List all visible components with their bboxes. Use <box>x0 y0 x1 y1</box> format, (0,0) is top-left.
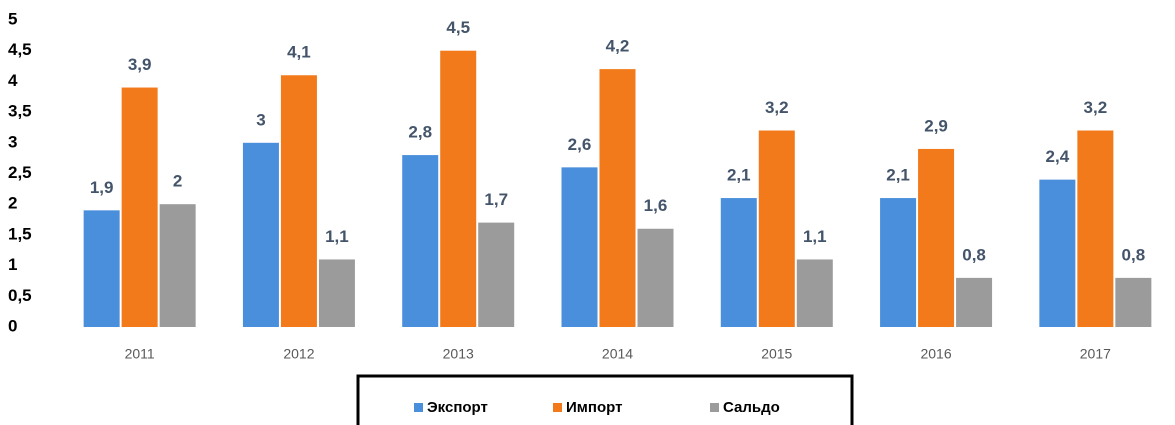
legend-swatch <box>553 403 562 412</box>
legend-box <box>356 374 854 425</box>
value-label: 1,9 <box>90 178 114 197</box>
legend-label: Экспорт <box>427 399 488 416</box>
bar <box>1115 277 1152 327</box>
bar <box>1077 130 1114 327</box>
bar <box>758 130 795 327</box>
value-label: 3 <box>256 110 265 129</box>
bar <box>880 198 917 327</box>
bar <box>242 142 279 327</box>
value-label: 2,4 <box>1046 147 1070 166</box>
legend-label: Сальдо <box>723 399 780 416</box>
value-label: 4,1 <box>287 43 311 62</box>
value-label: 2,8 <box>408 123 432 142</box>
y-tick-label: 3 <box>8 132 17 151</box>
bar <box>720 198 757 327</box>
y-tick-label: 1,5 <box>8 224 32 243</box>
bar <box>478 222 515 327</box>
value-label: 2,6 <box>568 135 592 154</box>
y-tick-label: 4 <box>8 71 18 90</box>
bar <box>280 75 317 327</box>
bar <box>918 148 955 327</box>
value-label: 0,8 <box>962 245 986 264</box>
x-tick-label: 2015 <box>761 346 792 362</box>
bar <box>83 210 120 327</box>
value-label: 4,5 <box>446 18 470 37</box>
value-label: 1,1 <box>803 227 827 246</box>
x-tick-label: 2012 <box>283 346 314 362</box>
y-tick-label: 0,5 <box>8 286 32 305</box>
bar <box>159 204 196 327</box>
value-label: 1,1 <box>325 227 349 246</box>
value-label: 2,1 <box>727 166 751 185</box>
bar <box>1039 179 1076 327</box>
y-tick-label: 2,5 <box>8 163 32 182</box>
bar <box>796 259 833 327</box>
value-label: 3,9 <box>128 55 152 74</box>
x-tick-label: 2017 <box>1080 346 1111 362</box>
bar <box>956 277 993 327</box>
legend-swatch <box>710 403 719 412</box>
value-label: 1,7 <box>484 190 508 209</box>
x-tick-label: 2016 <box>920 346 951 362</box>
y-tick-label: 4,5 <box>8 40 32 59</box>
y-tick-label: 5 <box>8 9 17 28</box>
bar <box>402 155 439 327</box>
x-tick-label: 2013 <box>443 346 474 362</box>
y-tick-label: 2 <box>8 194 17 213</box>
x-tick-label: 2011 <box>125 346 155 362</box>
value-label: 1,6 <box>644 196 668 215</box>
y-tick-label: 0 <box>8 316 17 335</box>
value-label: 3,2 <box>765 98 789 117</box>
bar <box>637 228 674 327</box>
value-label: 0,8 <box>1122 245 1146 264</box>
value-label: 3,2 <box>1084 98 1108 117</box>
legend-swatch <box>414 403 423 412</box>
bar <box>440 50 477 327</box>
x-tick-label: 2014 <box>602 346 633 362</box>
bar <box>318 259 355 327</box>
bar <box>599 69 636 328</box>
bar <box>121 87 158 327</box>
value-label: 2,9 <box>924 116 948 135</box>
legend-label: Импорт <box>566 399 622 416</box>
value-label: 2 <box>173 172 182 191</box>
y-tick-label: 3,5 <box>8 102 32 121</box>
bar <box>561 167 598 327</box>
value-label: 2,1 <box>886 166 910 185</box>
value-label: 4,2 <box>606 37 630 56</box>
y-tick-label: 1 <box>8 255 17 274</box>
